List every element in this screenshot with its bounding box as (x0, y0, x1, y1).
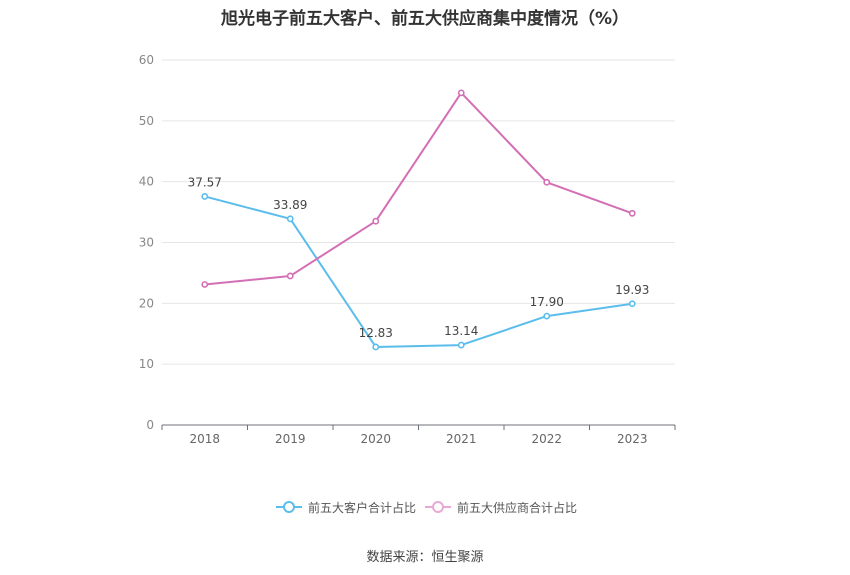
x-tick-label-2023: 2023 (617, 432, 648, 446)
series-1-point-2022 (543, 178, 551, 186)
y-tick-label-20: 20 (139, 296, 154, 310)
series-1-point-2019 (286, 272, 294, 280)
series-1-point-2021 (457, 89, 465, 97)
series-0-point-2019 (286, 215, 294, 223)
series-0-data-label-2022: 17.90 (530, 295, 564, 309)
series-0-data-label-2023: 19.93 (615, 283, 649, 297)
chart-title: 旭光电子前五大客户、前五大供应商集中度情况（%） (220, 9, 630, 29)
y-tick-label-60: 60 (139, 53, 154, 67)
series-0-data-label-2021: 13.14 (444, 324, 478, 338)
legend-item-customers[interactable]: 前五大客户合计占比 (276, 497, 416, 517)
legend-marker-suppliers-icon (425, 501, 451, 513)
series-0-point-2020 (372, 343, 380, 351)
x-tick-label-2020: 2020 (360, 432, 391, 446)
series-0-point-2022 (543, 312, 551, 320)
y-tick-label-50: 50 (139, 114, 154, 128)
x-tick-label-2018: 2018 (189, 432, 220, 446)
source-note: 数据来源：恒生聚源 (366, 550, 484, 565)
y-tick-label-10: 10 (139, 357, 154, 371)
series-0-data-label-2018: 37.57 (188, 175, 222, 189)
series-0-data-label-2019: 33.89 (273, 198, 307, 212)
y-tick-label-0: 0 (146, 418, 154, 432)
legend-marker-customers-icon (276, 501, 302, 513)
series-line-1 (204, 91, 633, 286)
x-tick-label-2019: 2019 (275, 432, 306, 446)
x-tick-label-2022: 2022 (531, 432, 562, 446)
series-line-0 (204, 195, 633, 348)
series-1-point-2020 (372, 217, 380, 225)
legend-label-customers: 前五大客户合计占比 (308, 500, 417, 515)
y-tick-label-40: 40 (139, 175, 154, 189)
x-tick-label-2021: 2021 (446, 432, 477, 446)
legend-item-suppliers[interactable]: 前五大供应商合计占比 (425, 497, 577, 517)
series-1-point-2023 (628, 209, 636, 217)
y-tick-label-30: 30 (139, 236, 154, 250)
series-0-point-2023 (628, 300, 636, 308)
legend-label-suppliers: 前五大供应商合计占比 (457, 500, 578, 515)
series-1-point-2018 (201, 281, 209, 288)
series-0-point-2021 (457, 341, 465, 349)
series-0-data-label-2020: 12.83 (359, 326, 393, 340)
legend: 前五大客户合计占比 前五大供应商合计占比 (0, 497, 850, 517)
series-0-point-2018 (201, 193, 209, 200)
